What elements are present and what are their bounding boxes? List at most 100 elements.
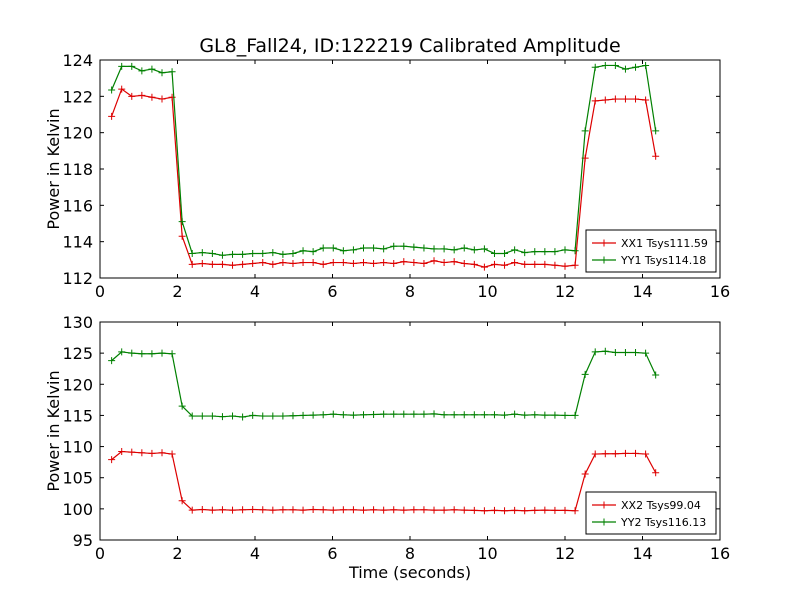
data-point (501, 411, 509, 419)
data-point (299, 411, 307, 419)
x-tick-label: 6 (327, 282, 337, 301)
y-tick-label: 122 (62, 87, 93, 106)
data-point (450, 246, 458, 254)
data-point (400, 410, 408, 418)
y-tick-label: 124 (62, 51, 93, 70)
data-point (289, 506, 297, 514)
x-tick-label: 2 (172, 544, 182, 563)
data-point (551, 261, 559, 269)
data-point (329, 259, 337, 267)
data-point (380, 506, 388, 514)
data-point (642, 61, 650, 69)
data-point (551, 248, 559, 256)
data-point (269, 249, 277, 257)
data-point (460, 244, 468, 252)
x-tick-label: 12 (555, 282, 575, 301)
data-point (279, 259, 287, 267)
data-point (319, 506, 327, 514)
data-point (178, 497, 186, 505)
data-point (521, 507, 529, 515)
data-point (591, 97, 599, 105)
data-point (450, 258, 458, 266)
data-point (128, 62, 136, 70)
data-point (541, 260, 549, 268)
data-point (108, 357, 116, 365)
data-point (218, 251, 226, 259)
data-point (652, 152, 660, 160)
data-point (541, 248, 549, 256)
data-point (148, 93, 156, 101)
legend-marker (600, 256, 608, 264)
data-point (450, 506, 458, 514)
data-point (611, 61, 619, 69)
series-2 (108, 61, 660, 259)
data-point (581, 127, 589, 135)
data-point (420, 410, 428, 418)
data-point (501, 261, 509, 269)
data-point (188, 260, 196, 268)
data-point (158, 449, 166, 457)
data-point (259, 412, 267, 420)
data-point (229, 261, 237, 269)
data-point (208, 260, 216, 268)
data-point (279, 412, 287, 420)
x-tick-label: 10 (477, 282, 497, 301)
data-point (541, 411, 549, 419)
data-point (490, 506, 498, 514)
data-point (561, 262, 569, 270)
data-point (480, 245, 488, 253)
data-point (480, 411, 488, 419)
data-point (460, 411, 468, 419)
data-point (168, 450, 176, 458)
y-tick-label: 110 (62, 438, 93, 457)
data-point (370, 506, 378, 514)
data-point (420, 244, 428, 252)
data-point (370, 410, 378, 418)
data-point (410, 243, 418, 251)
data-point (410, 506, 418, 514)
x-tick-label: 4 (250, 544, 260, 563)
x-tick-label: 0 (95, 282, 105, 301)
data-point (289, 259, 297, 267)
data-point (259, 259, 267, 267)
data-point (138, 91, 146, 99)
data-point (521, 249, 529, 257)
data-point (470, 411, 478, 419)
legend: XX2 Tsys99.04 YY2 Tsys116.13 (585, 491, 717, 535)
data-point (632, 95, 640, 103)
data-point (299, 259, 307, 267)
data-point (551, 506, 559, 514)
data-point (642, 450, 650, 458)
subplot-2: 0 2 4 6 8 10 12 14 16 95 100 105 110 115 120 125 130 Powe… (44, 313, 730, 563)
y-axis-label: Power in Kelvin (44, 108, 63, 229)
data-point (239, 506, 247, 514)
data-point (208, 249, 216, 257)
data-point (521, 260, 529, 268)
legend-label: XX1 Tsys111.59 (621, 237, 708, 250)
data-point (299, 506, 307, 514)
data-point (269, 260, 277, 268)
data-point (339, 506, 347, 514)
data-point (490, 260, 498, 268)
data-point (390, 259, 398, 267)
y-tick-label: 100 (62, 500, 93, 519)
data-point (652, 469, 660, 477)
data-point (420, 259, 428, 267)
data-point (239, 260, 247, 268)
data-point (269, 506, 277, 514)
data-point (148, 350, 156, 358)
data-point (229, 412, 237, 420)
data-point (329, 410, 337, 418)
y-tick-label: 130 (62, 313, 93, 332)
x-tick-label: 10 (477, 544, 497, 563)
data-point (148, 449, 156, 457)
data-point (490, 411, 498, 419)
data-point (118, 348, 126, 356)
data-point (198, 259, 206, 267)
legend-marker (600, 518, 608, 526)
data-point (309, 411, 317, 419)
data-point (279, 506, 287, 514)
data-point (430, 257, 438, 265)
